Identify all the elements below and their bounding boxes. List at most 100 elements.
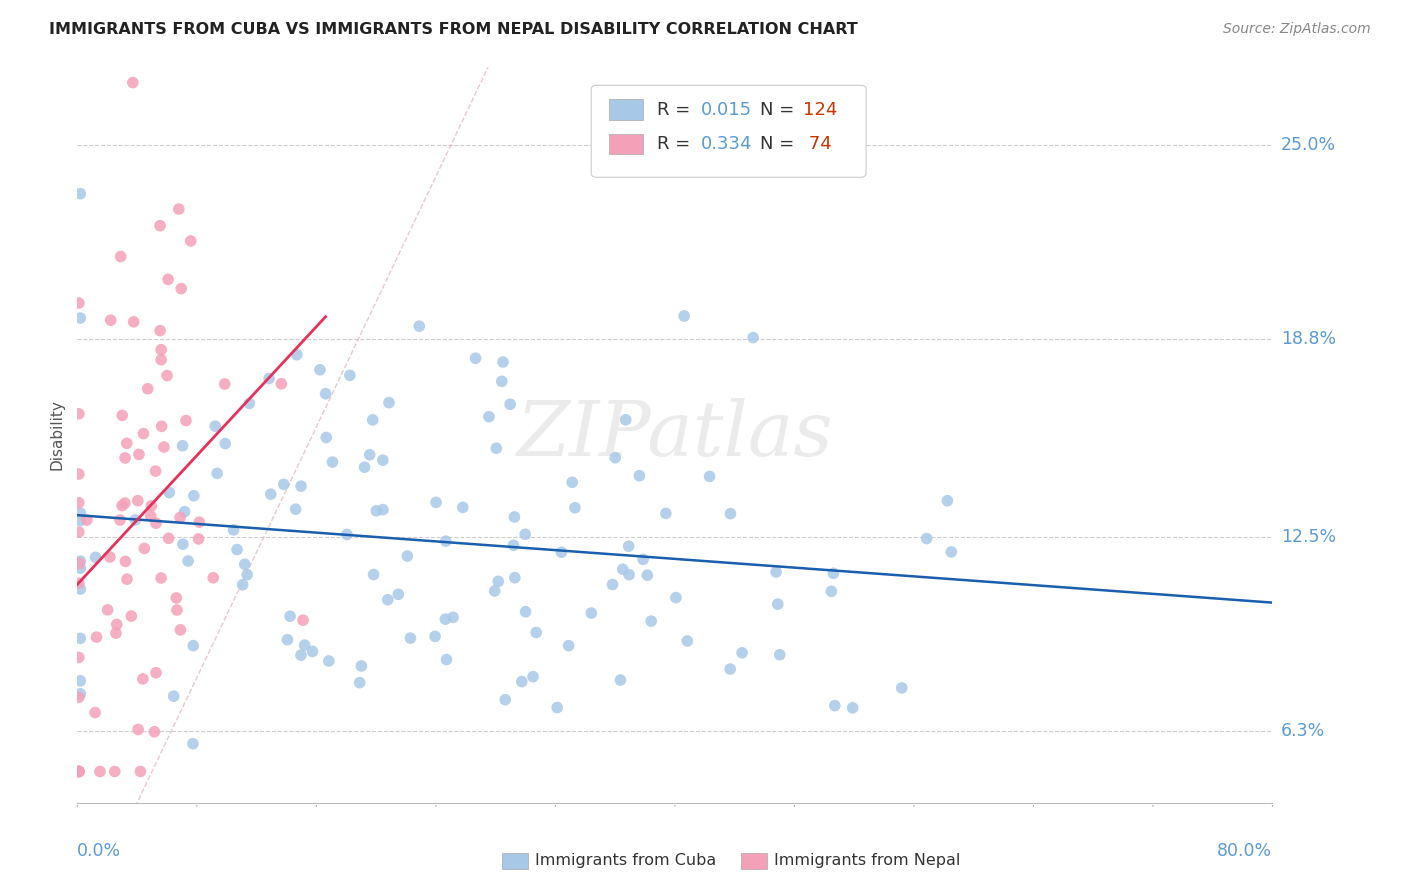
Point [491, 374, 513, 388]
Point [69, 506, 91, 520]
Point [111, 499, 134, 513]
Point [915, 532, 938, 546]
Point [339, 368, 361, 383]
Point [127, 493, 149, 508]
Text: Immigrants from Cuba: Immigrants from Cuba [536, 854, 716, 869]
Point [484, 584, 506, 599]
Point [115, 436, 138, 450]
Point [132, 672, 155, 686]
Point [153, 440, 176, 454]
Point [149, 324, 172, 338]
Point [145, 464, 167, 478]
Point [524, 625, 547, 640]
Point [609, 673, 631, 687]
Point [128, 447, 150, 461]
Point [150, 419, 173, 434]
Point [936, 493, 959, 508]
Point [104, 764, 127, 779]
Point [605, 450, 627, 465]
Point [636, 568, 658, 582]
Point [173, 505, 195, 519]
Point [172, 537, 194, 551]
Point [86, 630, 108, 644]
Point [676, 634, 699, 648]
Text: R =: R = [657, 136, 696, 153]
Text: 18.8%: 18.8% [1281, 330, 1336, 349]
Text: N =: N = [759, 136, 800, 153]
Point [309, 363, 332, 377]
Point [166, 603, 188, 617]
Point [188, 515, 211, 529]
Point [232, 578, 254, 592]
Point [769, 648, 792, 662]
Point [366, 504, 388, 518]
Point [301, 644, 323, 658]
Point [349, 675, 371, 690]
Point [121, 76, 143, 90]
Point [115, 572, 138, 586]
Point [387, 587, 409, 601]
Point [503, 571, 526, 585]
Point [478, 409, 501, 424]
Point [361, 413, 384, 427]
Point [181, 639, 204, 653]
Point [765, 565, 787, 579]
Point [67, 407, 90, 421]
Point [602, 577, 624, 591]
Point [363, 567, 385, 582]
Point [270, 376, 292, 391]
Text: 6.3%: 6.3% [1281, 722, 1324, 739]
Point [631, 552, 654, 566]
Point [425, 495, 447, 509]
Point [69, 554, 91, 568]
Point [378, 395, 401, 409]
Point [67, 764, 90, 779]
Point [69, 561, 91, 575]
Point [174, 413, 197, 427]
Point [134, 541, 156, 556]
Point [204, 419, 226, 434]
Point [315, 386, 337, 401]
Point [214, 436, 236, 450]
Point [110, 250, 132, 264]
Point [408, 319, 430, 334]
Point [260, 487, 283, 501]
Text: 0.015: 0.015 [702, 101, 752, 119]
Point [165, 591, 187, 605]
Point [284, 502, 307, 516]
Point [655, 507, 678, 521]
Point [67, 576, 90, 591]
Point [278, 609, 301, 624]
Point [129, 764, 152, 779]
Point [124, 513, 146, 527]
Point [177, 554, 200, 568]
Point [273, 477, 295, 491]
Point [139, 509, 162, 524]
Point [321, 455, 343, 469]
Point [76, 513, 98, 527]
Point [318, 654, 340, 668]
Point [67, 557, 90, 571]
Point [494, 692, 516, 706]
Point [69, 632, 91, 646]
Point [436, 652, 458, 666]
Text: Source: ZipAtlas.com: Source: ZipAtlas.com [1223, 22, 1371, 37]
Text: ZIPatlas: ZIPatlas [516, 398, 834, 472]
Point [167, 202, 190, 216]
Point [141, 499, 163, 513]
Point [67, 650, 90, 665]
Point [640, 614, 662, 628]
FancyBboxPatch shape [741, 853, 766, 869]
Point [127, 723, 149, 737]
Point [67, 764, 90, 779]
Point [612, 562, 634, 576]
Point [350, 659, 373, 673]
Text: 0.334: 0.334 [702, 136, 752, 153]
Point [156, 368, 179, 383]
Point [233, 558, 256, 572]
Point [492, 355, 515, 369]
Point [202, 571, 225, 585]
Point [169, 510, 191, 524]
Text: 25.0%: 25.0% [1281, 136, 1336, 154]
Point [315, 430, 337, 444]
